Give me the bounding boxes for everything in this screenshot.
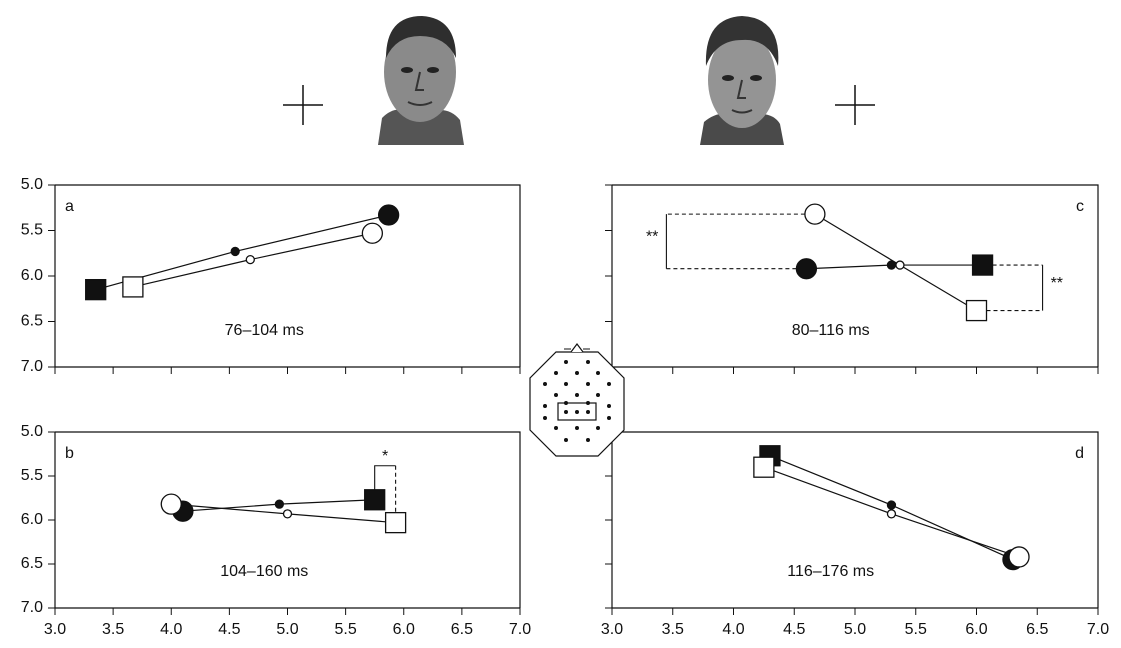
x-tick-label: 6.5: [451, 621, 473, 638]
panel-label: a: [65, 198, 74, 215]
y-tick-label: 6.0: [21, 511, 43, 528]
y-tick-label: 5.0: [21, 423, 43, 440]
significance: **: [646, 229, 658, 246]
panel: c 80–116 ms ** **: [605, 185, 1098, 374]
x-tick-label: 4.5: [783, 621, 805, 638]
significance: *: [382, 448, 388, 465]
y-tick-label: 6.5: [21, 555, 43, 572]
marker-circle: [284, 510, 292, 518]
marker-square: [365, 490, 385, 510]
panel-label: b: [65, 445, 74, 462]
x-tick-label: 4.0: [160, 621, 182, 638]
marker-circle: [887, 510, 895, 518]
marker-square: [386, 513, 406, 533]
y-tick-label: 7.0: [21, 599, 43, 616]
frame: [612, 185, 1098, 367]
bracket-dashed: [987, 265, 1043, 311]
marker-square: [123, 277, 143, 297]
x-tick-label: 5.0: [276, 621, 298, 638]
time-window: 80–116 ms: [792, 322, 870, 339]
panel: 5.0 5.5 6.0 6.5 7.0 a 76–104 ms: [21, 176, 520, 375]
x-tick-label: 5.5: [905, 621, 927, 638]
x-tick-label: 7.0: [1087, 621, 1109, 638]
frame: [55, 185, 520, 367]
frame: [55, 432, 520, 608]
marker-square: [86, 280, 106, 300]
face-photo: [700, 16, 784, 145]
figure: 5.0 5.5 6.0 6.5 7.0 a 76–104 ms 3.0 3.5 4.0 4.5 5.0…: [0, 0, 1121, 648]
marker-square: [973, 255, 993, 275]
series-line: [815, 214, 977, 310]
x-tick-label: 3.5: [662, 621, 684, 638]
x-tick-label: 6.0: [393, 621, 415, 638]
marker-circle: [246, 256, 254, 264]
y-tick-label: 5.5: [21, 467, 43, 484]
time-window: 104–160 ms: [220, 563, 308, 580]
bracket-dashed: [666, 214, 805, 269]
significance: **: [1051, 275, 1063, 292]
x-tick-label: 6.5: [1026, 621, 1048, 638]
marker-square: [754, 457, 774, 477]
marker-circle: [362, 223, 382, 243]
marker-circle: [379, 205, 399, 225]
x-tick-label: 6.0: [965, 621, 987, 638]
marker-circle: [887, 261, 895, 269]
marker-circle: [161, 494, 181, 514]
marker-circle: [1009, 547, 1029, 567]
x-tick-label: 5.0: [844, 621, 866, 638]
y-tick-label: 6.0: [21, 267, 43, 284]
fixation-cross: [835, 85, 875, 125]
panel-label: c: [1076, 198, 1084, 215]
marker-circle: [231, 247, 239, 255]
y-tick-label: 7.0: [21, 358, 43, 375]
time-window: 76–104 ms: [225, 322, 304, 339]
marker-circle: [275, 500, 283, 508]
marker-circle: [896, 261, 904, 269]
panel: 3.0 3.5 4.0 4.5 5.0 5.5 6.0 6.5 7.0 d 116–176 ms: [601, 432, 1109, 638]
y-tick-label: 5.0: [21, 176, 43, 193]
bracket: [375, 466, 396, 491]
fixation-cross: [283, 85, 323, 125]
marker-circle: [805, 204, 825, 224]
time-window: 116–176 ms: [787, 563, 874, 580]
x-tick-label: 5.5: [335, 621, 357, 638]
x-tick-label: 4.5: [218, 621, 240, 638]
x-tick-label: 3.0: [601, 621, 623, 638]
x-tick-label: 3.0: [44, 621, 66, 638]
marker-circle: [796, 259, 816, 279]
x-tick-label: 3.5: [102, 621, 124, 638]
header: [283, 16, 875, 145]
x-tick-label: 7.0: [509, 621, 531, 638]
y-tick-label: 6.5: [21, 313, 43, 330]
panel-label: d: [1075, 445, 1084, 462]
frame: [612, 432, 1098, 608]
panel: 3.0 3.5 4.0 4.5 5.0 5.5 6.0 6.5 7.0 5.0 5.5 6.0 6.5 7…: [21, 423, 531, 638]
electrode-map: [522, 344, 634, 456]
y-tick-label: 5.5: [21, 222, 43, 239]
marker-square: [967, 301, 987, 321]
x-tick-label: 4.0: [722, 621, 744, 638]
marker-circle: [887, 501, 895, 509]
face-photo: [378, 16, 464, 145]
